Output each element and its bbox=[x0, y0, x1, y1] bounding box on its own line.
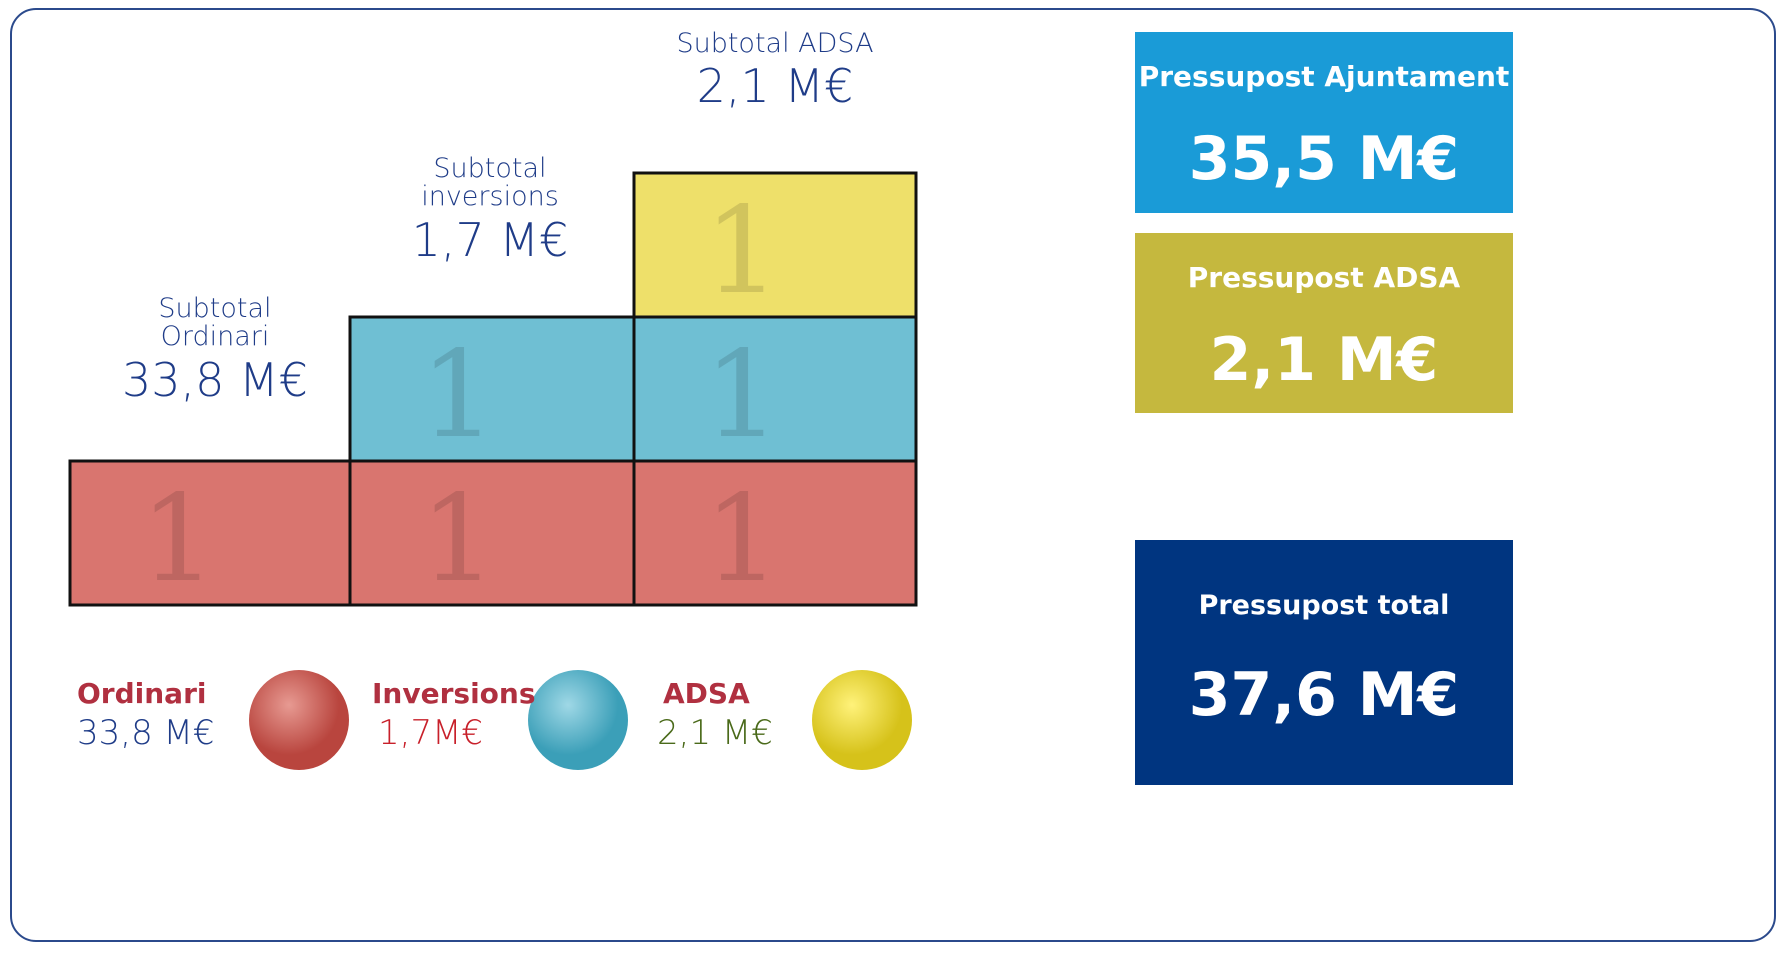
subtotal-label: Ordinari bbox=[95, 323, 335, 351]
subtotal: Subtotal ADSA 2,1 M€ bbox=[640, 30, 910, 111]
coin-digit: 1 bbox=[704, 326, 780, 465]
subtotal-label: Subtotal bbox=[370, 155, 610, 183]
summary-amount: 37,6 M€ bbox=[1135, 660, 1513, 730]
subtotal: Subtotal Ordinari 33,8 M€ bbox=[95, 295, 335, 404]
legend-amount: 1,7M€ bbox=[378, 713, 483, 753]
subtotal: Subtotal inversions 1,7 M€ bbox=[370, 155, 610, 264]
summary-box: Pressupost total 37,6 M€ bbox=[1135, 540, 1513, 785]
coin-digit: 1 bbox=[420, 326, 496, 465]
subtotal-label: Subtotal ADSA bbox=[640, 30, 910, 58]
summary-box: Pressupost Ajuntament 35,5 M€ bbox=[1135, 32, 1513, 213]
summary-title: Pressupost Ajuntament bbox=[1135, 60, 1513, 93]
coin-digit: 1 bbox=[704, 182, 780, 321]
coin-digit: 1 bbox=[704, 470, 780, 609]
legend-amount: 2,1 M€ bbox=[657, 713, 773, 753]
legend-name: Ordinari bbox=[77, 677, 207, 710]
subtotal-amount: 1,7 M€ bbox=[370, 216, 610, 264]
subtotal-amount: 2,1 M€ bbox=[640, 62, 910, 110]
subtotal-amount: 33,8 M€ bbox=[95, 356, 335, 404]
subtotal-label: Subtotal bbox=[95, 295, 335, 323]
summary-box: Pressupost ADSA 2,1 M€ bbox=[1135, 233, 1513, 413]
summary-title: Pressupost total bbox=[1135, 590, 1513, 621]
coin-inversions bbox=[528, 670, 628, 770]
coin-ordinari bbox=[249, 670, 349, 770]
coin-blocks: 1 1 1 1 1 1 bbox=[0, 0, 1789, 953]
summary-title: Pressupost ADSA bbox=[1135, 261, 1513, 294]
legend-name: ADSA bbox=[663, 677, 750, 710]
summary-amount: 35,5 M€ bbox=[1135, 124, 1513, 194]
legend-amount: 33,8 M€ bbox=[77, 713, 214, 753]
summary-amount: 2,1 M€ bbox=[1135, 325, 1513, 395]
page: {"subtotals": [ {"label_lines": ["Subtot… bbox=[0, 0, 1789, 953]
coin-digit: 1 bbox=[140, 470, 216, 609]
legend-name: Inversions bbox=[372, 677, 536, 710]
subtotal-label: inversions bbox=[370, 183, 610, 211]
coin-digit: 1 bbox=[420, 470, 496, 609]
coin-adsa bbox=[812, 670, 912, 770]
